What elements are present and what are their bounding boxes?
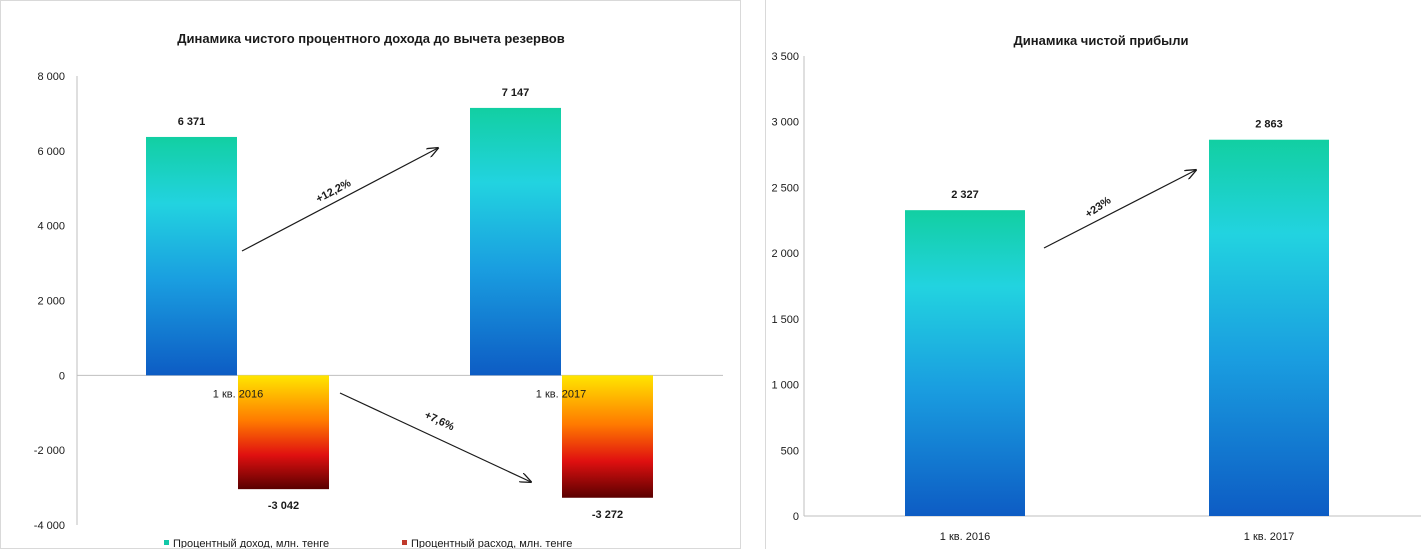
- chart-title: Динамика чистого процентного дохода до в…: [177, 31, 565, 46]
- data-label-expense: -3 272: [592, 509, 623, 521]
- growth-label-income: +12,2%: [314, 177, 353, 205]
- bar-expense: [562, 375, 653, 498]
- bar-expense: [238, 375, 329, 490]
- legend-label-expense: Процентный расход, млн. тенге: [411, 538, 572, 548]
- x-category-label: 1 кв. 2017: [536, 388, 586, 400]
- legend-swatch-income: [164, 540, 169, 545]
- bar-net-profit: [1209, 139, 1329, 516]
- data-label-income: 7 147: [502, 87, 530, 99]
- y-tick-label: 0: [59, 370, 65, 382]
- y-tick-label: 6 000: [37, 146, 65, 158]
- y-tick-label: 1 500: [771, 314, 799, 326]
- net-profit-chart: Динамика чистой прибыли 3 500 3 000 2 500 2…: [771, 33, 1421, 543]
- y-tick-label: 2 500: [771, 182, 799, 194]
- y-tick-label: 2 000: [37, 296, 65, 308]
- data-label-net-profit: 2 327: [951, 189, 979, 201]
- y-tick-label: 1 000: [771, 380, 799, 392]
- y-tick-label: 500: [781, 445, 799, 457]
- data-label-income: 6 371: [178, 116, 206, 128]
- chart-title: Динамика чистой прибыли: [1014, 33, 1189, 48]
- legend: Процентный доход, млн. тенге Процентный …: [164, 538, 572, 550]
- growth-arrow-profit: [1043, 170, 1196, 249]
- bar-net-profit: [905, 210, 1025, 516]
- growth-arrow-expense: [339, 392, 531, 482]
- x-category-label: 1 кв. 2017: [1244, 531, 1294, 543]
- bar-income: [470, 107, 561, 376]
- left-chart-panel: Динамика чистого процентного дохода до в…: [0, 0, 741, 550]
- growth-arrow-income: [241, 148, 438, 252]
- y-tick-label: -2 000: [34, 445, 65, 457]
- net-interest-income-chart: Динамика чистого процентного дохода до в…: [34, 31, 723, 550]
- bar-income: [146, 136, 237, 376]
- y-tick-label: -4 000: [34, 520, 65, 532]
- y-tick-label: 0: [793, 511, 799, 523]
- y-tick-label: 3 000: [771, 117, 799, 129]
- growth-label-profit: +23%: [1083, 194, 1113, 220]
- x-category-label: 1 кв. 2016: [940, 531, 990, 543]
- data-label-expense: -3 042: [268, 500, 299, 512]
- y-tick-label: 2 000: [771, 248, 799, 260]
- right-chart-panel: Динамика чистой прибыли 3 500 3 000 2 500 2…: [765, 0, 1427, 549]
- y-tick-label: 3 500: [771, 51, 799, 63]
- growth-label-expense: +7,6%: [422, 409, 456, 433]
- y-tick-label: 8 000: [37, 71, 65, 83]
- legend-swatch-expense: [402, 540, 407, 545]
- x-category-label: 1 кв. 2016: [213, 388, 263, 400]
- y-tick-label: 4 000: [37, 221, 65, 233]
- data-label-net-profit: 2 863: [1255, 119, 1283, 131]
- legend-label-income: Процентный доход, млн. тенге: [173, 538, 329, 548]
